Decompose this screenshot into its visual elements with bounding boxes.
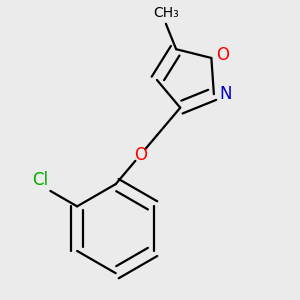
Text: O: O	[216, 46, 229, 64]
Text: Cl: Cl	[33, 171, 49, 189]
Text: O: O	[134, 146, 147, 164]
Text: CH₃: CH₃	[153, 6, 179, 20]
Text: N: N	[219, 85, 232, 103]
